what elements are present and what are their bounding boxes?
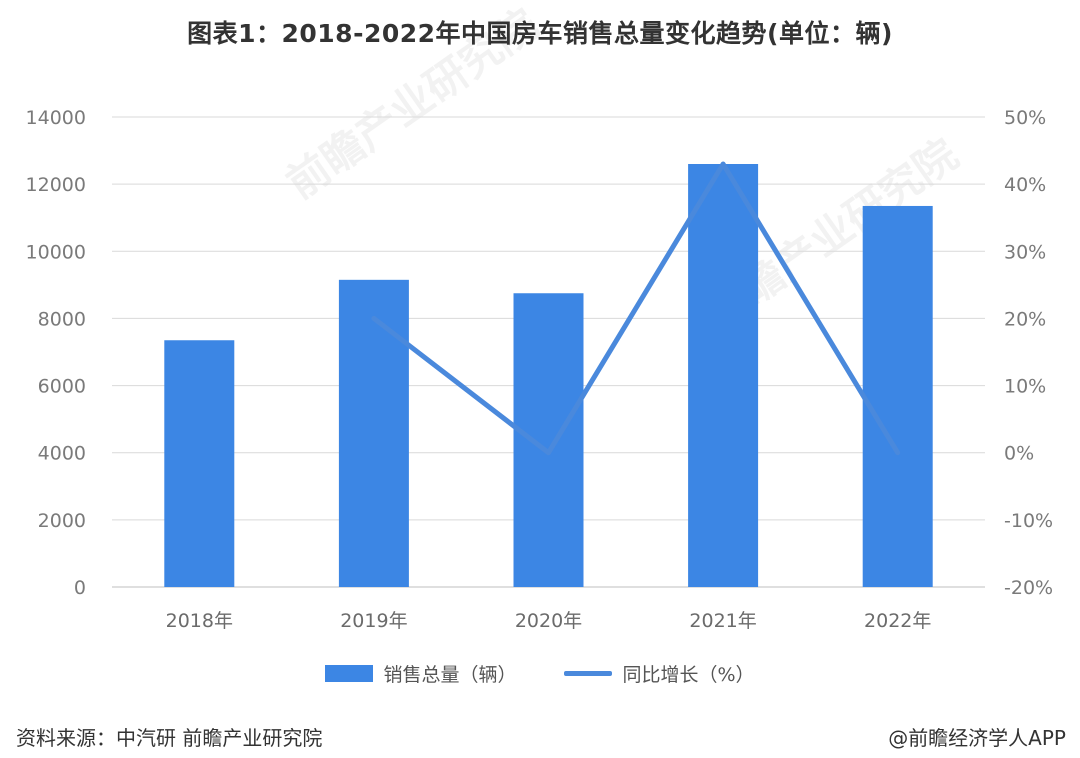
right-tick-label: 40% — [1004, 174, 1046, 196]
bar-series — [164, 164, 933, 587]
legend-item-bar: 销售总量（辆） — [325, 660, 516, 687]
legend-swatch-bar — [325, 665, 374, 682]
x-tick-label: 2021年 — [689, 610, 756, 632]
x-axis: 2018年 2019年 2020年 2021年 2022年 — [166, 610, 932, 632]
x-tick-label: 2020年 — [515, 610, 582, 632]
right-tick-label: 50% — [1004, 107, 1046, 129]
right-tick-label: -20% — [1004, 577, 1053, 599]
legend-item-line: 同比增长（%） — [564, 660, 755, 687]
left-tick-label: 6000 — [38, 376, 86, 398]
legend-label-line: 同比增长（%） — [622, 664, 755, 686]
right-tick-label: 30% — [1004, 241, 1046, 263]
line-series — [371, 161, 901, 456]
x-tick-label: 2022年 — [864, 610, 931, 632]
left-tick-label: 2000 — [38, 510, 86, 532]
x-tick-label: 2019年 — [340, 610, 407, 632]
left-tick-label: 8000 — [38, 308, 86, 330]
source-note: 资料来源：中汽研 前瞻产业研究院 — [16, 726, 323, 750]
legend-swatch-line — [564, 671, 613, 676]
right-tick-label: 20% — [1004, 308, 1046, 330]
right-tick-label: -10% — [1004, 510, 1053, 532]
chart-title: 图表1：2018-2022年中国房车销售总量变化趋势(单位：辆) — [187, 19, 893, 48]
left-tick-label: 0 — [74, 577, 86, 599]
left-tick-label: 12000 — [26, 174, 86, 196]
left-tick-label: 14000 — [26, 107, 86, 129]
right-axis: -20% -10% 0% 10% 20% 30% 40% 50% — [1004, 107, 1053, 599]
left-tick-label: 10000 — [26, 241, 86, 263]
left-axis: 0 2000 4000 6000 8000 10000 12000 14000 — [26, 107, 86, 599]
bar — [338, 279, 409, 587]
legend: 销售总量（辆） 同比增长（%） — [0, 660, 1080, 687]
left-tick-label: 4000 — [38, 443, 86, 465]
bar — [164, 340, 235, 587]
right-tick-label: 10% — [1004, 376, 1046, 398]
growth-line — [371, 161, 901, 456]
watermark-text: 前瞻产业研究院 — [278, 0, 547, 208]
x-tick-label: 2018年 — [166, 610, 233, 632]
bar — [688, 164, 759, 587]
credit-note: @前瞻经济学人APP — [888, 726, 1066, 750]
right-tick-label: 0% — [1004, 443, 1034, 465]
bar — [862, 205, 933, 587]
legend-label-bar: 销售总量（辆） — [383, 664, 517, 686]
bar — [513, 293, 584, 587]
